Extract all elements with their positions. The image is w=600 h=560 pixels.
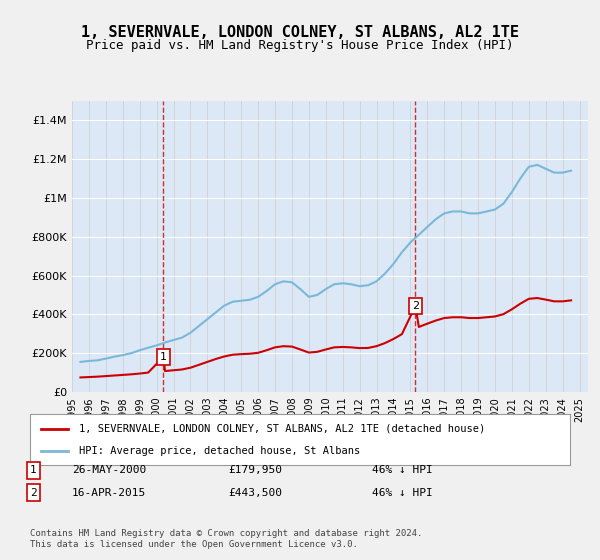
Text: 1, SEVERNVALE, LONDON COLNEY, ST ALBANS, AL2 1TE: 1, SEVERNVALE, LONDON COLNEY, ST ALBANS,… [81, 25, 519, 40]
Text: 1: 1 [30, 465, 37, 475]
Text: £443,500: £443,500 [228, 488, 282, 498]
Text: 2: 2 [30, 488, 37, 498]
Text: Contains HM Land Registry data © Crown copyright and database right 2024.
This d: Contains HM Land Registry data © Crown c… [30, 529, 422, 549]
Text: 1, SEVERNVALE, LONDON COLNEY, ST ALBANS, AL2 1TE (detached house): 1, SEVERNVALE, LONDON COLNEY, ST ALBANS,… [79, 423, 485, 433]
Text: 2: 2 [412, 301, 419, 311]
Text: 46% ↓ HPI: 46% ↓ HPI [372, 465, 433, 475]
Text: 16-APR-2015: 16-APR-2015 [72, 488, 146, 498]
Text: 46% ↓ HPI: 46% ↓ HPI [372, 488, 433, 498]
Text: Price paid vs. HM Land Registry's House Price Index (HPI): Price paid vs. HM Land Registry's House … [86, 39, 514, 52]
Text: 26-MAY-2000: 26-MAY-2000 [72, 465, 146, 475]
Text: HPI: Average price, detached house, St Albans: HPI: Average price, detached house, St A… [79, 446, 360, 456]
Text: 1: 1 [160, 352, 167, 362]
Text: £179,950: £179,950 [228, 465, 282, 475]
